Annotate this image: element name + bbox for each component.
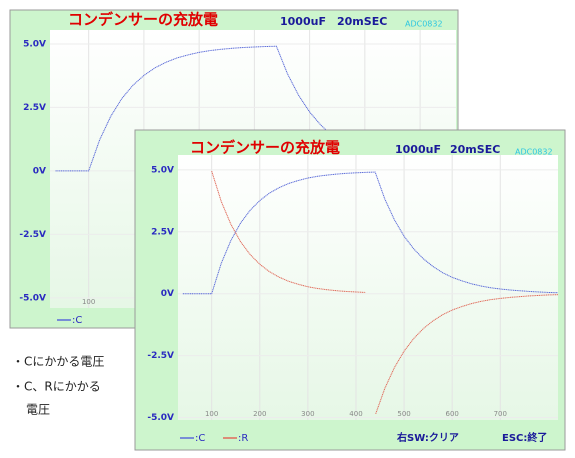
footer-label: 右SW:クリア: [396, 431, 459, 444]
x-tick-label: 600: [445, 410, 458, 418]
note: ・Cにかかる電圧: [12, 355, 104, 369]
series-line: [375, 294, 558, 414]
y-tick-label: 2.5V: [151, 227, 174, 237]
note: 電圧: [26, 403, 50, 417]
chart-title: コンデンサーの充放電: [190, 139, 340, 157]
y-tick-label: -2.5V: [147, 351, 174, 361]
legend-label: :C: [195, 433, 205, 444]
y-tick-label: 0V: [161, 289, 174, 299]
x-tick-label: 700: [494, 410, 507, 418]
interval: 20mSEC: [450, 143, 500, 156]
x-tick-label: 100: [82, 298, 95, 306]
capacitance: 1000uF: [395, 143, 441, 156]
plot-area: [178, 155, 558, 420]
x-tick-label: 400: [349, 410, 362, 418]
capacitance: 1000uF: [280, 15, 326, 28]
x-tick-label: 500: [397, 410, 410, 418]
y-tick-label: 5.0V: [151, 165, 174, 175]
x-tick-label: 200: [253, 410, 266, 418]
y-tick-label: -2.5V: [19, 230, 46, 240]
series-line: [55, 45, 456, 172]
y-tick-label: 0V: [33, 166, 46, 176]
legend-label: :R: [238, 433, 248, 444]
x-tick-label: 100: [205, 410, 218, 418]
plot-lines: [182, 170, 558, 414]
x-tick-label: 300: [301, 410, 314, 418]
series-line: [182, 171, 558, 295]
adc-label: ADC0832: [515, 148, 553, 157]
footer-label: ESC:終了: [502, 431, 547, 444]
interval: 20mSEC: [337, 15, 387, 28]
y-tick-label: 2.5V: [23, 103, 46, 113]
y-tick-label: -5.0V: [147, 413, 174, 423]
chart-title: コンデンサーの充放電: [68, 11, 218, 29]
y-tick-label: 5.0V: [23, 39, 46, 49]
plot-lines: [55, 45, 456, 172]
y-tick-label: -5.0V: [19, 293, 46, 303]
window: コンデンサーの充放電 1000uF 20mSEC ADC0832 100 200 300 40…: [134, 129, 566, 451]
legend-label: :C: [72, 315, 82, 326]
adc-label: ADC0832: [405, 20, 443, 29]
note: ・C、Rにかかる: [12, 380, 101, 394]
